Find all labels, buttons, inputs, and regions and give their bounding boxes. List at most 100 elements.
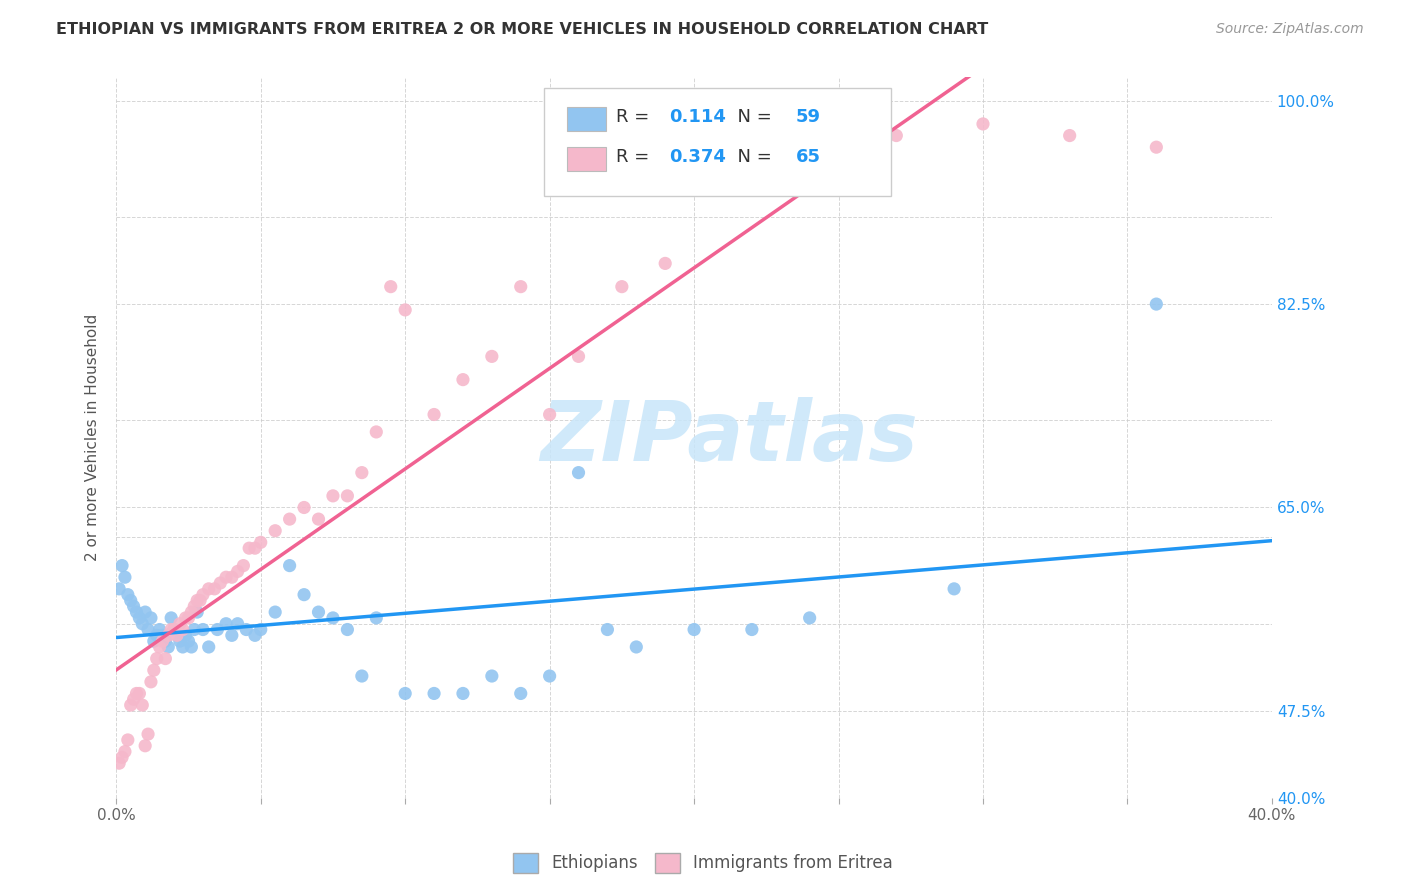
Point: [136, 623, 159, 637]
Point: [215, 570, 238, 584]
Point: [423, 408, 446, 422]
Text: ETHIOPIAN VS IMMIGRANTS FROM ERITREA 2 OR MORE VEHICLES IN HOUSEHOLD CORRELATION: ETHIOPIAN VS IMMIGRANTS FROM ERITREA 2 O…: [56, 22, 988, 37]
Point: [538, 669, 561, 683]
Point: [264, 605, 287, 619]
Point: [769, 117, 792, 131]
Point: [122, 599, 145, 614]
Point: [131, 698, 153, 712]
Point: [183, 599, 205, 614]
Point: [207, 623, 229, 637]
Point: [394, 686, 416, 700]
Point: [509, 279, 531, 293]
Point: [152, 634, 174, 648]
Point: [136, 727, 159, 741]
Point: [197, 582, 219, 596]
Point: [186, 593, 208, 607]
FancyBboxPatch shape: [567, 146, 606, 171]
Point: [226, 616, 249, 631]
Point: [423, 686, 446, 700]
Point: [204, 582, 226, 596]
Text: 0.114: 0.114: [669, 108, 725, 126]
Point: [249, 623, 271, 637]
Point: [111, 558, 134, 573]
Point: [278, 558, 301, 573]
Point: [188, 593, 211, 607]
FancyBboxPatch shape: [567, 107, 606, 131]
Point: [567, 466, 589, 480]
Point: [174, 628, 197, 642]
Point: [322, 489, 344, 503]
Point: [160, 611, 183, 625]
Point: [120, 593, 142, 607]
Text: Source: ZipAtlas.com: Source: ZipAtlas.com: [1216, 22, 1364, 37]
Point: [238, 541, 260, 556]
Point: [142, 663, 165, 677]
Point: [166, 628, 188, 642]
Point: [160, 623, 183, 637]
Text: 59: 59: [796, 108, 821, 126]
Point: [117, 733, 139, 747]
Point: [169, 634, 191, 648]
Text: N =: N =: [727, 108, 778, 126]
Point: [711, 128, 734, 143]
Point: [308, 512, 330, 526]
Point: [139, 674, 162, 689]
Point: [139, 611, 162, 625]
Point: [278, 512, 301, 526]
Point: [122, 692, 145, 706]
Point: [128, 611, 150, 625]
Point: [221, 628, 243, 642]
Point: [626, 640, 648, 654]
Point: [322, 611, 344, 625]
Point: [157, 628, 180, 642]
Point: [226, 565, 249, 579]
FancyBboxPatch shape: [544, 88, 890, 196]
Point: [336, 623, 359, 637]
Point: [131, 616, 153, 631]
Point: [183, 623, 205, 637]
Point: [155, 651, 177, 665]
Point: [884, 128, 907, 143]
Point: [142, 634, 165, 648]
Point: [336, 489, 359, 503]
Point: [155, 634, 177, 648]
Point: [232, 558, 254, 573]
Point: [451, 686, 474, 700]
Point: [145, 651, 167, 665]
Point: [380, 279, 402, 293]
Text: R =: R =: [616, 108, 655, 126]
Point: [215, 616, 238, 631]
Point: [567, 350, 589, 364]
Point: [180, 640, 202, 654]
Point: [134, 605, 156, 619]
Point: [481, 350, 503, 364]
Point: [394, 302, 416, 317]
Text: N =: N =: [727, 148, 778, 166]
Point: [509, 686, 531, 700]
Point: [350, 669, 373, 683]
Point: [114, 570, 136, 584]
Point: [610, 279, 633, 293]
Point: [111, 750, 134, 764]
Point: [166, 628, 188, 642]
Point: [741, 623, 763, 637]
Point: [128, 686, 150, 700]
Point: [943, 582, 966, 596]
Point: [249, 535, 271, 549]
Point: [972, 117, 994, 131]
Point: [235, 623, 257, 637]
Point: [169, 616, 191, 631]
Text: R =: R =: [616, 148, 655, 166]
Point: [149, 640, 172, 654]
Point: [350, 466, 373, 480]
Point: [157, 640, 180, 654]
Text: 0.374: 0.374: [669, 148, 725, 166]
Point: [654, 256, 676, 270]
Point: [1144, 297, 1167, 311]
Point: [149, 623, 172, 637]
Text: 65: 65: [796, 148, 821, 166]
Text: ZIPatlas: ZIPatlas: [540, 397, 918, 478]
Point: [827, 140, 849, 154]
Point: [308, 605, 330, 619]
Point: [221, 570, 243, 584]
